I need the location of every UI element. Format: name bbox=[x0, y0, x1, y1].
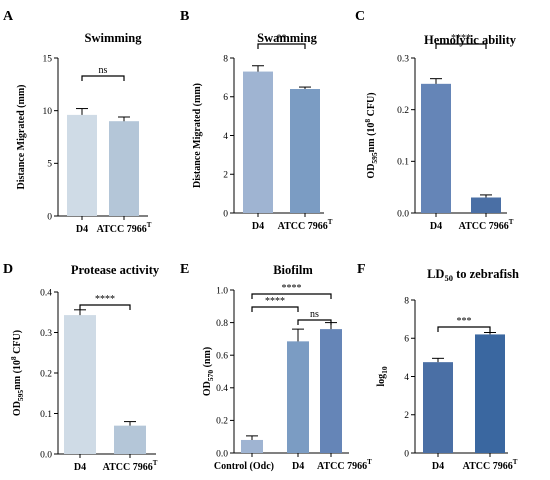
panel-e: E Biofilm OD570 (nm) 0.0 0.2 0.4 0.6 0.8 1.0 Cont… bbox=[180, 262, 372, 472]
significance-label: *** bbox=[457, 316, 472, 327]
significance-bracket bbox=[251, 293, 332, 299]
y-tick-label: 0.0 bbox=[40, 450, 52, 460]
x-tick-label: D4 bbox=[252, 221, 264, 232]
significance-label: ns bbox=[99, 65, 108, 76]
y-tick-label: 0.4 bbox=[40, 288, 52, 298]
y-tick-label: 0.3 bbox=[40, 329, 52, 339]
y-axis-label: log10 bbox=[376, 366, 389, 387]
y-axis-label: Distance Migrated (mm) bbox=[192, 83, 203, 188]
x-tick-label: D4 bbox=[432, 461, 444, 472]
significance-label: ns bbox=[310, 309, 319, 320]
significance-bracket bbox=[435, 43, 487, 49]
panel-b: B Swamming Distance Migrated (mm) 0 2 4 6 8 D4 AT… bbox=[180, 9, 333, 232]
y-axis-label: OD570 (nm) bbox=[202, 347, 215, 396]
y-axis-label: OD595nm (108 CFU) bbox=[363, 92, 379, 178]
panel-f: F LD50 to zebrafish log10 0 2 4 6 8 D4 ATCC 7966T… bbox=[357, 262, 519, 472]
bar bbox=[114, 425, 146, 454]
y-tick-label: 2 bbox=[404, 411, 409, 421]
chart-title: Biofilm bbox=[273, 263, 313, 277]
chart-title: Swimming bbox=[85, 31, 143, 45]
y-tick-label: 0.2 bbox=[397, 106, 409, 116]
significance-label: ** bbox=[277, 33, 287, 44]
panel-label: B bbox=[180, 9, 189, 24]
y-tick-label: 6 bbox=[223, 93, 228, 103]
panel-label: C bbox=[355, 9, 365, 24]
y-tick-label: 0.2 bbox=[40, 369, 52, 379]
significance-bracket bbox=[251, 306, 299, 312]
y-tick-label: 0 bbox=[223, 209, 228, 219]
panel-a: A Swimming Distance Migrated (mm) 0 5 10 15 D4 A… bbox=[3, 9, 152, 235]
y-tick-label: 0.4 bbox=[216, 384, 228, 394]
significance-label: **** bbox=[265, 296, 285, 307]
bar bbox=[287, 341, 309, 453]
y-tick-label: 10 bbox=[43, 107, 53, 117]
y-tick-label: 0.1 bbox=[397, 158, 409, 168]
chart-title: Protease activity bbox=[71, 263, 160, 277]
significance-bracket bbox=[257, 43, 306, 49]
panel-label: D bbox=[3, 262, 13, 277]
bar bbox=[243, 71, 273, 213]
bar bbox=[109, 121, 139, 216]
x-tick-label: Control (Odc) bbox=[214, 461, 274, 472]
y-tick-label: 5 bbox=[47, 160, 52, 170]
y-tick-label: 2 bbox=[223, 171, 228, 181]
x-tick-label: D4 bbox=[76, 224, 88, 235]
bar bbox=[290, 89, 320, 213]
y-axis-label: OD595nm (108 CFU) bbox=[9, 330, 25, 416]
panel-label: F bbox=[357, 262, 366, 277]
panel-d: D Protease activity OD595nm (108 CFU) 0.0 0.… bbox=[3, 262, 160, 473]
x-tick-label: ATCC 7966T bbox=[317, 458, 372, 472]
y-tick-label: 8 bbox=[404, 296, 409, 306]
significance-label: **** bbox=[282, 283, 302, 294]
y-tick-label: 0.1 bbox=[40, 410, 52, 420]
y-tick-label: 0.8 bbox=[216, 319, 228, 329]
y-tick-label: 0.2 bbox=[216, 417, 228, 427]
chart-title: LD50 to zebrafish bbox=[427, 267, 519, 283]
bar bbox=[320, 329, 342, 453]
y-tick-label: 0 bbox=[47, 212, 52, 222]
bar bbox=[64, 315, 96, 454]
y-tick-label: 4 bbox=[223, 132, 228, 142]
significance-bracket bbox=[437, 326, 491, 332]
significance-bracket bbox=[81, 75, 125, 81]
x-tick-label: D4 bbox=[430, 221, 442, 232]
x-tick-label: D4 bbox=[74, 462, 86, 473]
y-tick-label: 6 bbox=[404, 335, 409, 345]
y-tick-label: 4 bbox=[404, 373, 409, 383]
y-tick-label: 1.0 bbox=[216, 286, 228, 296]
bar bbox=[471, 197, 501, 213]
y-tick-label: 0.6 bbox=[216, 352, 228, 362]
x-tick-label: D4 bbox=[292, 461, 304, 472]
y-tick-label: 0.0 bbox=[397, 209, 409, 219]
y-axis-label: Distance Migrated (mm) bbox=[16, 85, 27, 190]
x-tick-label: ATCC 7966T bbox=[463, 458, 518, 472]
y-tick-label: 15 bbox=[43, 54, 53, 64]
bar bbox=[67, 114, 97, 216]
x-tick-label: ATCC 7966T bbox=[278, 218, 333, 232]
bar bbox=[475, 334, 505, 453]
x-tick-label: ATCC 7966T bbox=[459, 218, 514, 232]
y-tick-label: 0.0 bbox=[216, 449, 228, 459]
panel-label: A bbox=[3, 9, 14, 24]
bar bbox=[423, 362, 453, 453]
y-tick-label: 0.3 bbox=[397, 54, 409, 64]
y-tick-label: 8 bbox=[223, 54, 228, 64]
panel-label: E bbox=[180, 262, 189, 277]
chart-title: Swamming bbox=[257, 31, 317, 45]
y-tick-label: 0 bbox=[404, 449, 409, 459]
significance-label: **** bbox=[451, 33, 471, 44]
significance-bracket bbox=[297, 319, 332, 325]
significance-bracket bbox=[79, 304, 131, 310]
x-tick-label: ATCC 7966T bbox=[97, 221, 152, 235]
significance-label: **** bbox=[95, 294, 115, 305]
bar bbox=[421, 83, 451, 213]
x-tick-label: ATCC 7966T bbox=[103, 459, 158, 473]
bar bbox=[241, 439, 263, 453]
